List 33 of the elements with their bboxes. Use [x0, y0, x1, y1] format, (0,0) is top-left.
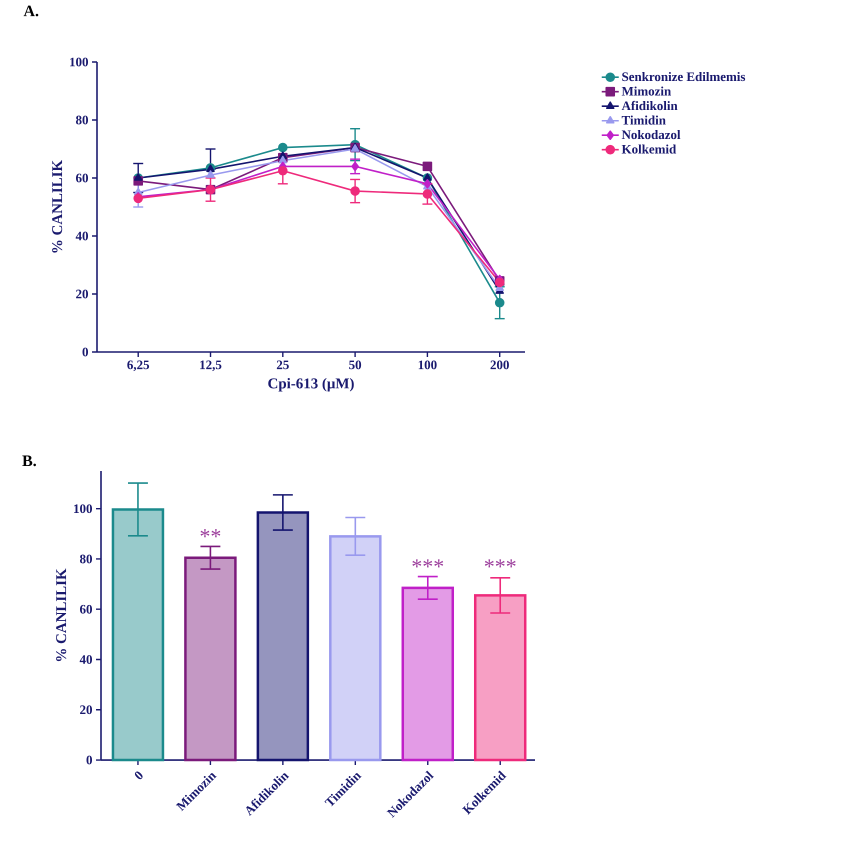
y-tick-label: 20	[76, 290, 88, 298]
y-tick-label: 0	[82, 348, 88, 356]
legend-label: Kolkemid	[622, 144, 676, 154]
x-tick-label: 25	[276, 360, 289, 370]
annotation: ***	[412, 559, 444, 568]
y-tick-label: 20	[80, 705, 92, 714]
x-tick-label: 50	[349, 360, 362, 370]
chart-title: B.	[22, 456, 36, 466]
legend-label: Timidin	[622, 116, 666, 125]
x-tick-label: 12,5	[200, 360, 222, 372]
legend-label: Nokodazol	[622, 130, 680, 140]
annotation: **	[200, 529, 220, 538]
x-tick-label: 200	[490, 360, 509, 370]
x-tick-label: 0	[134, 772, 143, 780]
annotation: ***	[484, 559, 516, 568]
y-tick-label: 40	[80, 655, 92, 664]
legend-label: Senkronize Edilmemis	[622, 72, 746, 82]
y-tick-label: 0	[86, 756, 92, 764]
x-axis-title: Cpi-613 (μM)	[268, 378, 354, 392]
legend-label: Afidikolin	[622, 100, 678, 110]
y-tick-label: 40	[76, 232, 88, 240]
x-tick-label: 6,25	[127, 360, 150, 372]
y-tick-label: 80	[80, 554, 92, 564]
y-axis-title: % CANLILIK	[52, 160, 62, 253]
y-tick-label: 60	[76, 174, 88, 182]
x-tick-label: 100	[418, 360, 437, 370]
y-tick-label: 80	[76, 116, 88, 124]
y-tick-label: 60	[80, 604, 92, 614]
y-tick-label: 100	[74, 504, 92, 514]
y-axis-title: % CANLILIK	[56, 568, 66, 662]
chart-title: A.	[24, 6, 38, 16]
legend-label: Mimozin	[622, 86, 672, 96]
y-tick-label: 100	[70, 58, 88, 66]
